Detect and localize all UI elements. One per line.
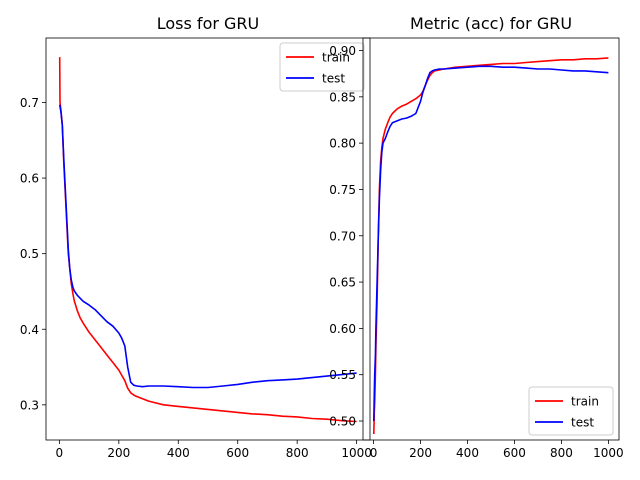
loss-x-tick-label: 800 (286, 446, 309, 460)
accuracy-y-tick-label: 0.65 (329, 276, 356, 290)
accuracy-legend-label-train: train (571, 395, 599, 409)
loss-x-tick-label: 400 (167, 446, 190, 460)
loss-x-tick-label: 0 (56, 446, 64, 460)
accuracy-x-tick-label: 800 (550, 446, 573, 460)
accuracy-y-tick-label: 0.50 (329, 415, 356, 429)
loss-y-tick-label: 0.3 (20, 398, 39, 412)
accuracy-x-tick-label: 200 (409, 446, 432, 460)
loss-ticks: 0 200 400 600 800 1000 0.3 0.4 0.5 0.6 0.7 (20, 96, 372, 460)
accuracy-y-tick-label: 0.70 (329, 229, 356, 243)
accuracy-x-tick-label: 400 (456, 446, 479, 460)
loss-y-tick-label: 0.7 (20, 96, 39, 110)
loss-y-tick-label: 0.5 (20, 247, 39, 261)
accuracy-legend-label-test: test (571, 416, 594, 430)
loss-x-tick-label: 200 (107, 446, 130, 460)
loss-axes-frame (45, 37, 371, 441)
loss-x-tick-label: 600 (226, 446, 249, 460)
loss-chart-title: Loss for GRU (157, 14, 260, 33)
accuracy-axes-frame (362, 37, 620, 441)
accuracy-x-tick-label: 1000 (593, 446, 624, 460)
accuracy-y-tick-label: 0.60 (329, 322, 356, 336)
accuracy-series-test-line (373, 65, 609, 422)
loss-legend-label-test: test (322, 72, 345, 86)
accuracy-y-tick-label: 0.80 (329, 137, 356, 151)
accuracy-panel: Metric (acc) for GRU 0 200 400 600 800 1000 0.… (329, 14, 623, 460)
accuracy-lines (373, 57, 609, 435)
loss-legend-box (279, 42, 365, 92)
accuracy-y-tick-label: 0.85 (329, 90, 356, 104)
loss-x-tick-label: 1000 (341, 446, 372, 460)
loss-series-test-line (58, 104, 357, 389)
loss-y-tick-label: 0.4 (20, 323, 39, 337)
accuracy-legend: train test (528, 386, 614, 436)
accuracy-x-tick-label: 0 (370, 446, 378, 460)
accuracy-y-tick-label: 0.90 (329, 44, 356, 58)
accuracy-chart-title: Metric (acc) for GRU (410, 14, 572, 33)
accuracy-y-tick-label: 0.55 (329, 368, 356, 382)
loss-lines (58, 57, 357, 423)
accuracy-legend-box (528, 386, 614, 436)
loss-legend: train test (279, 42, 365, 92)
accuracy-y-tick-label: 0.75 (329, 183, 356, 197)
accuracy-ticks: 0 200 400 600 800 1000 0.50 0.55 0.60 0.65 0.70 0.7… (329, 44, 623, 460)
loss-panel: Loss for GRU 0 200 400 600 800 10000.30.40.50… (20, 14, 372, 460)
loss-y-tick-label: 0.6 (20, 172, 39, 186)
accuracy-x-tick-label: 600 (503, 446, 526, 460)
loss-legend-label-train: train (322, 51, 350, 65)
